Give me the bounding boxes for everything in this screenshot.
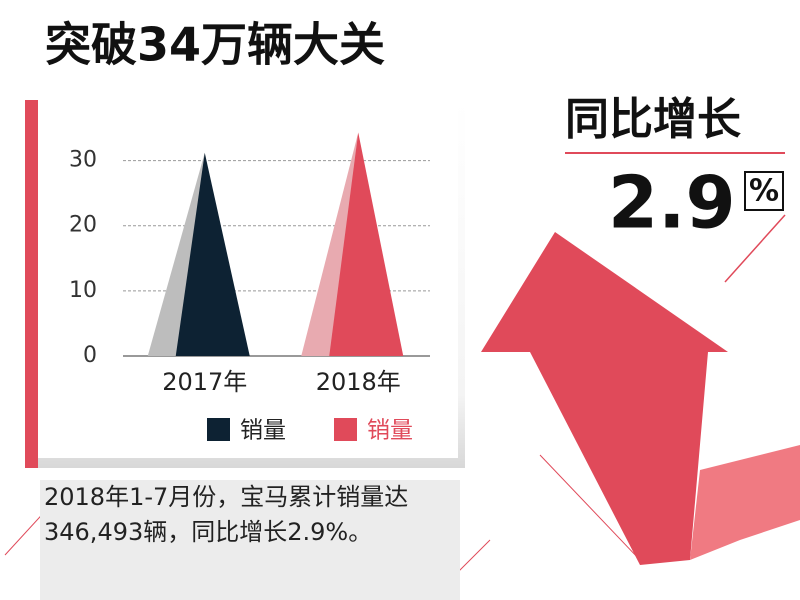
panel — [38, 100, 458, 458]
bar — [175, 152, 250, 356]
arrow-swoosh — [690, 445, 800, 560]
x-tick-label: 2018年 — [316, 368, 401, 396]
y-tick-label: 0 — [83, 343, 97, 368]
percent-box — [744, 171, 784, 211]
arrow — [481, 232, 728, 565]
y-tick-label: 20 — [69, 213, 97, 238]
x-tick-label: 2017年 — [162, 368, 247, 396]
caption: 2018年1-7月份，宝马累计销量达346,493辆，同比增长2.9%。 — [40, 480, 460, 600]
y-tick-label: 10 — [69, 278, 97, 303]
panel-strip — [25, 100, 38, 468]
deco-line — [539, 454, 641, 561]
annotation: % — [749, 174, 779, 209]
annotation: 2.9 — [608, 161, 736, 245]
legend-label: 销量 — [240, 418, 286, 444]
legend-label: 销量 — [367, 418, 413, 444]
legend-swatch — [207, 418, 230, 441]
y-tick-label: 30 — [69, 148, 97, 173]
chart-title: 突破34万辆大关 — [45, 18, 385, 72]
legend-swatch — [334, 418, 357, 441]
bar — [329, 132, 404, 356]
deco-line — [724, 214, 786, 283]
annotation: 同比增长 — [565, 94, 741, 145]
